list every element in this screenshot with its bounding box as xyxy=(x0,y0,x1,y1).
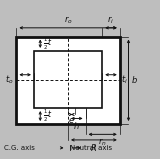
Bar xyxy=(34,51,102,108)
Text: $h$: $h$ xyxy=(73,120,80,131)
Text: Neutral axis: Neutral axis xyxy=(70,145,113,151)
Text: $b$: $b$ xyxy=(131,74,138,85)
Text: $r_o$: $r_o$ xyxy=(64,14,72,26)
Text: $\frac{1}{2}t$: $\frac{1}{2}t$ xyxy=(43,36,52,52)
Text: $R$: $R$ xyxy=(90,142,97,153)
Text: $t_o$: $t_o$ xyxy=(5,73,14,86)
Text: $r_n$: $r_n$ xyxy=(98,136,107,148)
Text: $r_i$: $r_i$ xyxy=(108,14,115,26)
Text: $\frac{1}{2}t$: $\frac{1}{2}t$ xyxy=(43,108,52,124)
Bar xyxy=(16,37,120,124)
Text: $e$: $e$ xyxy=(68,116,75,125)
Text: C.G. axis: C.G. axis xyxy=(4,145,35,151)
Text: $t_i$: $t_i$ xyxy=(120,73,127,86)
